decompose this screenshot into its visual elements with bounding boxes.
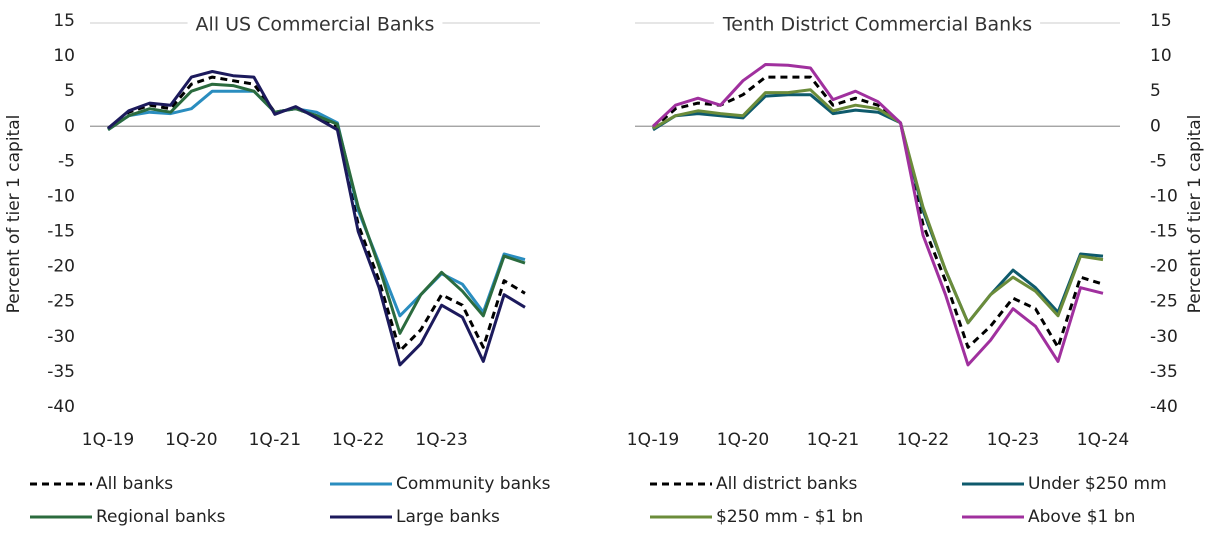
x-tick-label: 1Q-22 — [897, 430, 949, 450]
y-axis-label: Percent of tier 1 capital — [1185, 115, 1205, 314]
chart-title: All US Commercial Banks — [196, 14, 435, 36]
x-tick-label: 1Q-22 — [332, 430, 384, 450]
series-line — [107, 70, 526, 367]
y-tick-label: -15 — [1150, 222, 1178, 242]
y-tick-label: -20 — [1150, 257, 1178, 277]
x-tick-label: 1Q-21 — [249, 430, 301, 450]
y-tick-label: -25 — [47, 292, 75, 312]
y-tick-label: 5 — [1150, 81, 1161, 101]
x-tick-label: 1Q-19 — [82, 430, 134, 450]
y-tick-label: -30 — [1150, 327, 1178, 347]
x-tick-label: 1Q-20 — [165, 430, 217, 450]
y-tick-label: -35 — [1150, 362, 1178, 382]
series-line — [652, 88, 1104, 325]
title-background — [187, 13, 443, 36]
y-tick-label: -5 — [58, 151, 75, 171]
y-tick-label: 5 — [64, 81, 75, 101]
y-tick-label: 15 — [53, 11, 75, 31]
x-tick-label: 1Q-19 — [627, 430, 679, 450]
legend-label: Community banks — [396, 474, 551, 494]
y-tick-label: -15 — [47, 222, 75, 242]
x-tick-label: 1Q-23 — [987, 430, 1039, 450]
series-line — [652, 93, 1104, 325]
series-line — [651, 63, 1104, 367]
y-tick-label: -35 — [47, 362, 75, 382]
legend-label: $250 mm - $1 bn — [716, 507, 863, 527]
y-tick-label: -25 — [1150, 292, 1178, 312]
legend-label: Above $1 bn — [1028, 507, 1135, 527]
series-line — [652, 75, 1104, 349]
legend-label: All district banks — [716, 474, 857, 494]
title-background — [713, 13, 1041, 36]
y-tick-label: 10 — [1150, 46, 1172, 66]
series-line — [107, 89, 526, 318]
x-tick-label: 1Q-21 — [807, 430, 859, 450]
y-tick-label: -5 — [1150, 151, 1167, 171]
y-tick-label: -30 — [47, 327, 75, 347]
y-tick-label: -10 — [47, 186, 75, 206]
x-tick-label: 1Q-24 — [1077, 430, 1129, 450]
y-tick-label: 0 — [64, 116, 75, 136]
y-tick-label: -10 — [1150, 186, 1178, 206]
legend-label: Large banks — [396, 507, 500, 527]
legend-label: Regional banks — [96, 507, 226, 527]
y-tick-label: 15 — [1150, 11, 1172, 31]
y-axis-label: Percent of tier 1 capital — [4, 115, 24, 314]
chart-title: Tenth District Commercial Banks — [722, 14, 1032, 36]
x-tick-label: 1Q-23 — [415, 430, 467, 450]
y-tick-label: 10 — [53, 46, 75, 66]
legend-label: All banks — [96, 474, 173, 494]
legend-label: Under $250 mm — [1028, 474, 1167, 494]
y-tick-label: 0 — [1150, 116, 1161, 136]
y-tick-label: -40 — [1150, 397, 1178, 417]
y-tick-label: -20 — [47, 257, 75, 277]
y-tick-label: -40 — [47, 397, 75, 417]
series-line — [107, 82, 526, 335]
x-tick-label: 1Q-20 — [717, 430, 769, 450]
